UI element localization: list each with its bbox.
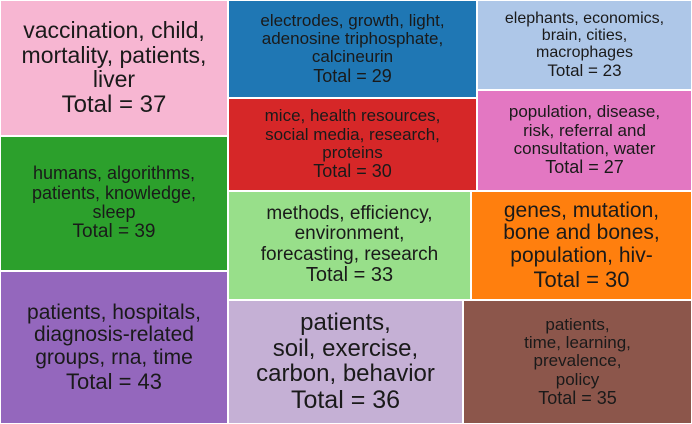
tile-total: Total = 29 — [313, 65, 392, 86]
tile-label-line: electrodes, growth, light, — [260, 10, 445, 30]
tile-label-line: methods, efficiency, — [266, 202, 433, 224]
tile-label-line: time, learning, — [524, 332, 631, 352]
tile-label-line: humans, algorithms, — [32, 163, 196, 184]
treemap-tile: genes, mutation, bone and bones, populatio… — [471, 191, 692, 300]
tile-label-line: diagnosis-related — [34, 323, 194, 347]
tile-label: genes, mutation, bone and bones, populatio… — [503, 198, 660, 292]
treemap-tile: mice, health resources, social media, res… — [228, 98, 477, 191]
treemap-tile: patients, time, learning, prevalence, polic… — [463, 300, 692, 424]
tile-total: Total = 33 — [305, 264, 394, 287]
tile-label-line: patients, — [300, 308, 391, 336]
tile-label-line: brain, cities, — [541, 27, 628, 45]
treemap-tile: patients, soil, exercise, carbon, behavior… — [228, 300, 463, 424]
tile-label-line: environment, — [294, 223, 405, 245]
tile-total: Total = 27 — [545, 157, 624, 178]
treemap-tile: patients, hospitals, diagnosis-related gro… — [0, 271, 228, 424]
tile-label-line: consultation, water — [513, 138, 656, 158]
tile-label: vaccination, child, mortality, patients, l… — [21, 16, 207, 119]
tile-total: Total = 43 — [65, 368, 162, 394]
tile-label-line: genes, mutation, — [503, 198, 660, 222]
tile-label-line: calcineurin — [311, 47, 394, 67]
tile-label-line: population, hiv- — [510, 243, 653, 267]
tile-label: electrodes, growth, light, adenosine trip… — [260, 10, 445, 87]
tile-label-line: social media, research, — [265, 124, 440, 144]
tile-label: methods, efficiency, environment, forecast… — [260, 202, 439, 287]
tile-total: Total = 30 — [533, 266, 630, 292]
tile-total: Total = 36 — [290, 386, 401, 415]
tile-label-line: risk, referral and — [523, 120, 646, 140]
tile-label: mice, health resources, social media, res… — [264, 106, 441, 182]
tile-label-line: population, disease, — [508, 102, 661, 122]
tile-label: elephants, economics, brain, cities, macro… — [505, 10, 664, 80]
tile-label-line: carbon, behavior — [256, 360, 435, 388]
treemap-tile: methods, efficiency, environment, forecast… — [228, 191, 471, 300]
tile-label-line: adenosine triphosphate, — [261, 29, 444, 49]
treemap-tile: population, disease, risk, referral and co… — [477, 90, 692, 191]
tile-label-line: policy — [555, 369, 600, 389]
tile-label: humans, algorithms, patients, knowledge, s… — [31, 163, 197, 243]
tile-label-line: patients, knowledge, — [31, 182, 197, 203]
tile-label-line: bone and bones, — [503, 221, 660, 245]
tile-label-line: groups, rna, time — [35, 345, 193, 369]
tile-label-line: mice, health resources, — [264, 106, 441, 126]
tile-label-line: soil, exercise, — [272, 334, 419, 362]
tile-label: patients, soil, exercise, carbon, behavior… — [256, 308, 435, 415]
tile-label-line: liver — [92, 66, 136, 93]
tile-label-line: forecasting, research — [260, 243, 439, 265]
treemap-tile: vaccination, child, mortality, patients, l… — [0, 0, 228, 136]
tile-label-line: prevalence, — [533, 351, 622, 371]
treemap-tile: electrodes, growth, light, adenosine trip… — [228, 0, 477, 98]
tile-label-line: proteins — [322, 142, 383, 162]
tile-label-line: patients, hospitals, — [27, 300, 201, 324]
tile-label-line: elephants, economics, — [504, 9, 665, 27]
tile-label-line: vaccination, child, — [23, 16, 205, 43]
tile-total: Total = 30 — [313, 161, 392, 182]
tile-total: Total = 23 — [547, 60, 622, 80]
tile-label-line: patients, — [545, 314, 610, 334]
tile-label-line: mortality, patients, — [21, 41, 207, 68]
tile-total: Total = 37 — [61, 91, 167, 119]
tile-label: population, disease, risk, referral and co… — [508, 102, 661, 178]
treemap-tile: humans, algorithms, patients, knowledge, s… — [0, 136, 228, 271]
treemap-tile: elephants, economics, brain, cities, macro… — [477, 0, 692, 90]
tile-total: Total = 35 — [538, 388, 617, 408]
tile-label: patients, time, learning, prevalence, polic… — [524, 314, 631, 409]
tile-total: Total = 39 — [72, 221, 156, 243]
tile-label-line: sleep — [92, 201, 136, 222]
tile-label: patients, hospitals, diagnosis-related gro… — [27, 300, 201, 394]
tile-label-line: macrophages — [536, 44, 633, 62]
